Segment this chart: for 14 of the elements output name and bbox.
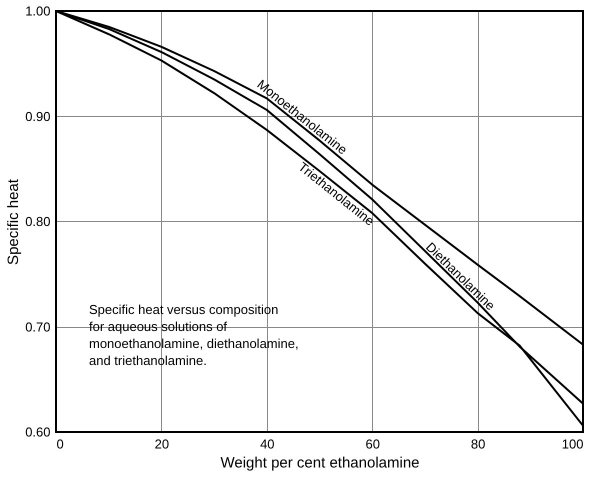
y-tick-label: 1.00	[25, 4, 50, 18]
y-tick-label: 0.80	[25, 214, 50, 229]
x-tick-label: 20	[154, 436, 170, 452]
y-tick-label: 0.60	[25, 424, 50, 440]
x-axis-title: Weight per cent ethanolamine	[220, 454, 420, 472]
x-tick-label: 100	[562, 436, 584, 452]
y-tick-label: 0.90	[25, 108, 50, 124]
y-tick-label: 0.70	[25, 319, 50, 334]
x-tick-label: 60	[365, 436, 380, 452]
y-axis-title: Specific heat	[5, 178, 22, 265]
x-tick-label: 40	[260, 436, 275, 452]
x-tick-label: 0	[56, 436, 64, 452]
x-tick-label: 80	[470, 436, 486, 452]
annotation: Specific heat versus composition for aqueous solutions of monoethanolamine, diethanolamine, and triethanolamine.	[89, 302, 299, 368]
